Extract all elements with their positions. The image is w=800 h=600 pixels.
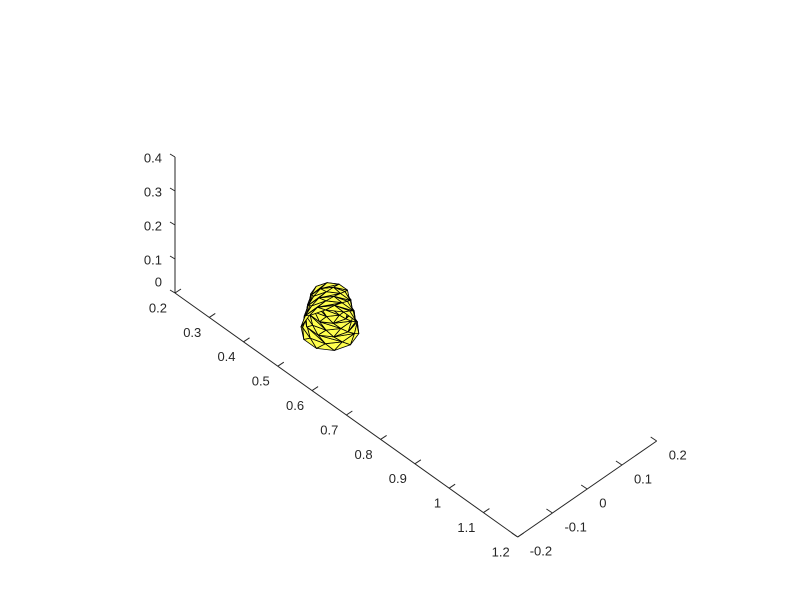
- x-tick-label: 1.2: [492, 544, 510, 559]
- x-tick-label: 0.9: [389, 471, 407, 486]
- y-tick-label: -0.2: [530, 543, 552, 558]
- z-tick-label: 0: [155, 274, 162, 289]
- y-tick: [650, 436, 657, 442]
- x-tick-label: 1: [434, 496, 441, 511]
- mesh-face: [320, 282, 340, 290]
- x-tick-label: 0.2: [149, 300, 167, 315]
- x-tick: [483, 508, 490, 514]
- y-tick: [511, 532, 518, 538]
- x-tick: [277, 361, 285, 367]
- y-tick-label: 0.2: [669, 447, 687, 462]
- x-tick: [448, 483, 456, 489]
- x-tick: [380, 434, 387, 440]
- x-tick-label: 0.3: [183, 325, 201, 340]
- z-tick-label: 0.3: [144, 184, 162, 199]
- y-tick-label: 0: [599, 495, 606, 510]
- x-tick: [414, 459, 422, 465]
- z-tick: [169, 221, 176, 226]
- y-tick-label: -0.1: [564, 519, 586, 534]
- mesh-object: [300, 282, 360, 351]
- x-tick: [243, 337, 250, 343]
- z-tick: [169, 289, 176, 294]
- z-tick: [169, 187, 176, 192]
- axes: 0 0.1 0.2 0.3 0.4 0.2 0.3 0.4 0.5 0.6 0.7 0.8 0.9 1 1.…: [144, 150, 687, 559]
- x-tick: [311, 386, 319, 392]
- z-tick-label: 0.2: [144, 218, 162, 233]
- y-tick: [580, 484, 588, 490]
- x-tick-label: 0.8: [355, 447, 373, 462]
- z-tick: [169, 153, 176, 158]
- y-tick: [546, 508, 553, 514]
- z-tick-label: 0.4: [144, 150, 162, 165]
- z-tick-label: 0.1: [144, 252, 162, 267]
- x-tick: [174, 288, 182, 294]
- x-tick-label: 0.6: [286, 398, 304, 413]
- x-tick: [208, 312, 216, 318]
- x-tick: [517, 532, 524, 538]
- x-tick-label: 0.5: [252, 374, 270, 389]
- x-tick-label: 0.4: [217, 349, 235, 364]
- z-tick: [169, 255, 176, 260]
- y-tick: [615, 460, 623, 466]
- x-tick-label: 1.1: [457, 520, 475, 535]
- y-tick-label: 0.1: [634, 471, 652, 486]
- x-tick-label: 0.7: [320, 422, 338, 437]
- x-tick: [346, 410, 353, 416]
